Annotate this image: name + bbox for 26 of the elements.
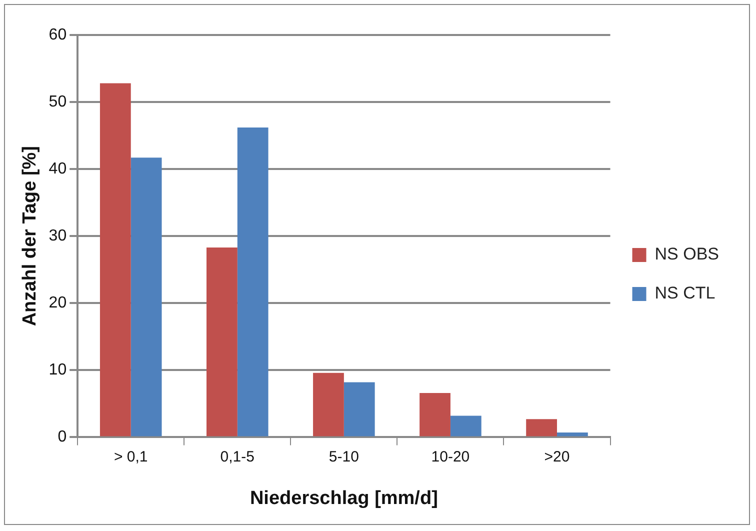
y-tick-label: 10: [48, 362, 67, 379]
bar: [420, 392, 450, 436]
legend-label: NS CTL: [654, 284, 716, 303]
bar: [526, 419, 557, 436]
x-tick-label: 10-20: [431, 448, 470, 466]
y-tick-label: 50: [48, 93, 67, 110]
y-axis-title: Anzahl der Tage [%]: [20, 146, 41, 326]
bar: [344, 382, 375, 436]
bar: [130, 158, 162, 436]
bar: [556, 432, 588, 436]
x-tick-label: 5-10: [328, 448, 359, 466]
legend-label: NS OBS: [654, 244, 720, 264]
bar: [313, 372, 344, 436]
bar: [450, 416, 482, 436]
x-tick-label: >20: [544, 448, 570, 466]
y-tick-label: 20: [48, 294, 67, 312]
y-tick-label: 0: [58, 428, 67, 446]
y-tick-label: 40: [48, 160, 67, 178]
x-tick-label: > 0,1: [114, 448, 148, 466]
bar: [237, 128, 268, 436]
x-axis-title: Niederschlag [mm/d]: [250, 488, 438, 509]
y-tick-label: 30: [48, 228, 67, 245]
bar: [100, 83, 131, 436]
y-tick-label: 60: [48, 26, 67, 44]
bar: [206, 247, 238, 436]
x-tick-label: 0,1-5: [220, 448, 254, 466]
